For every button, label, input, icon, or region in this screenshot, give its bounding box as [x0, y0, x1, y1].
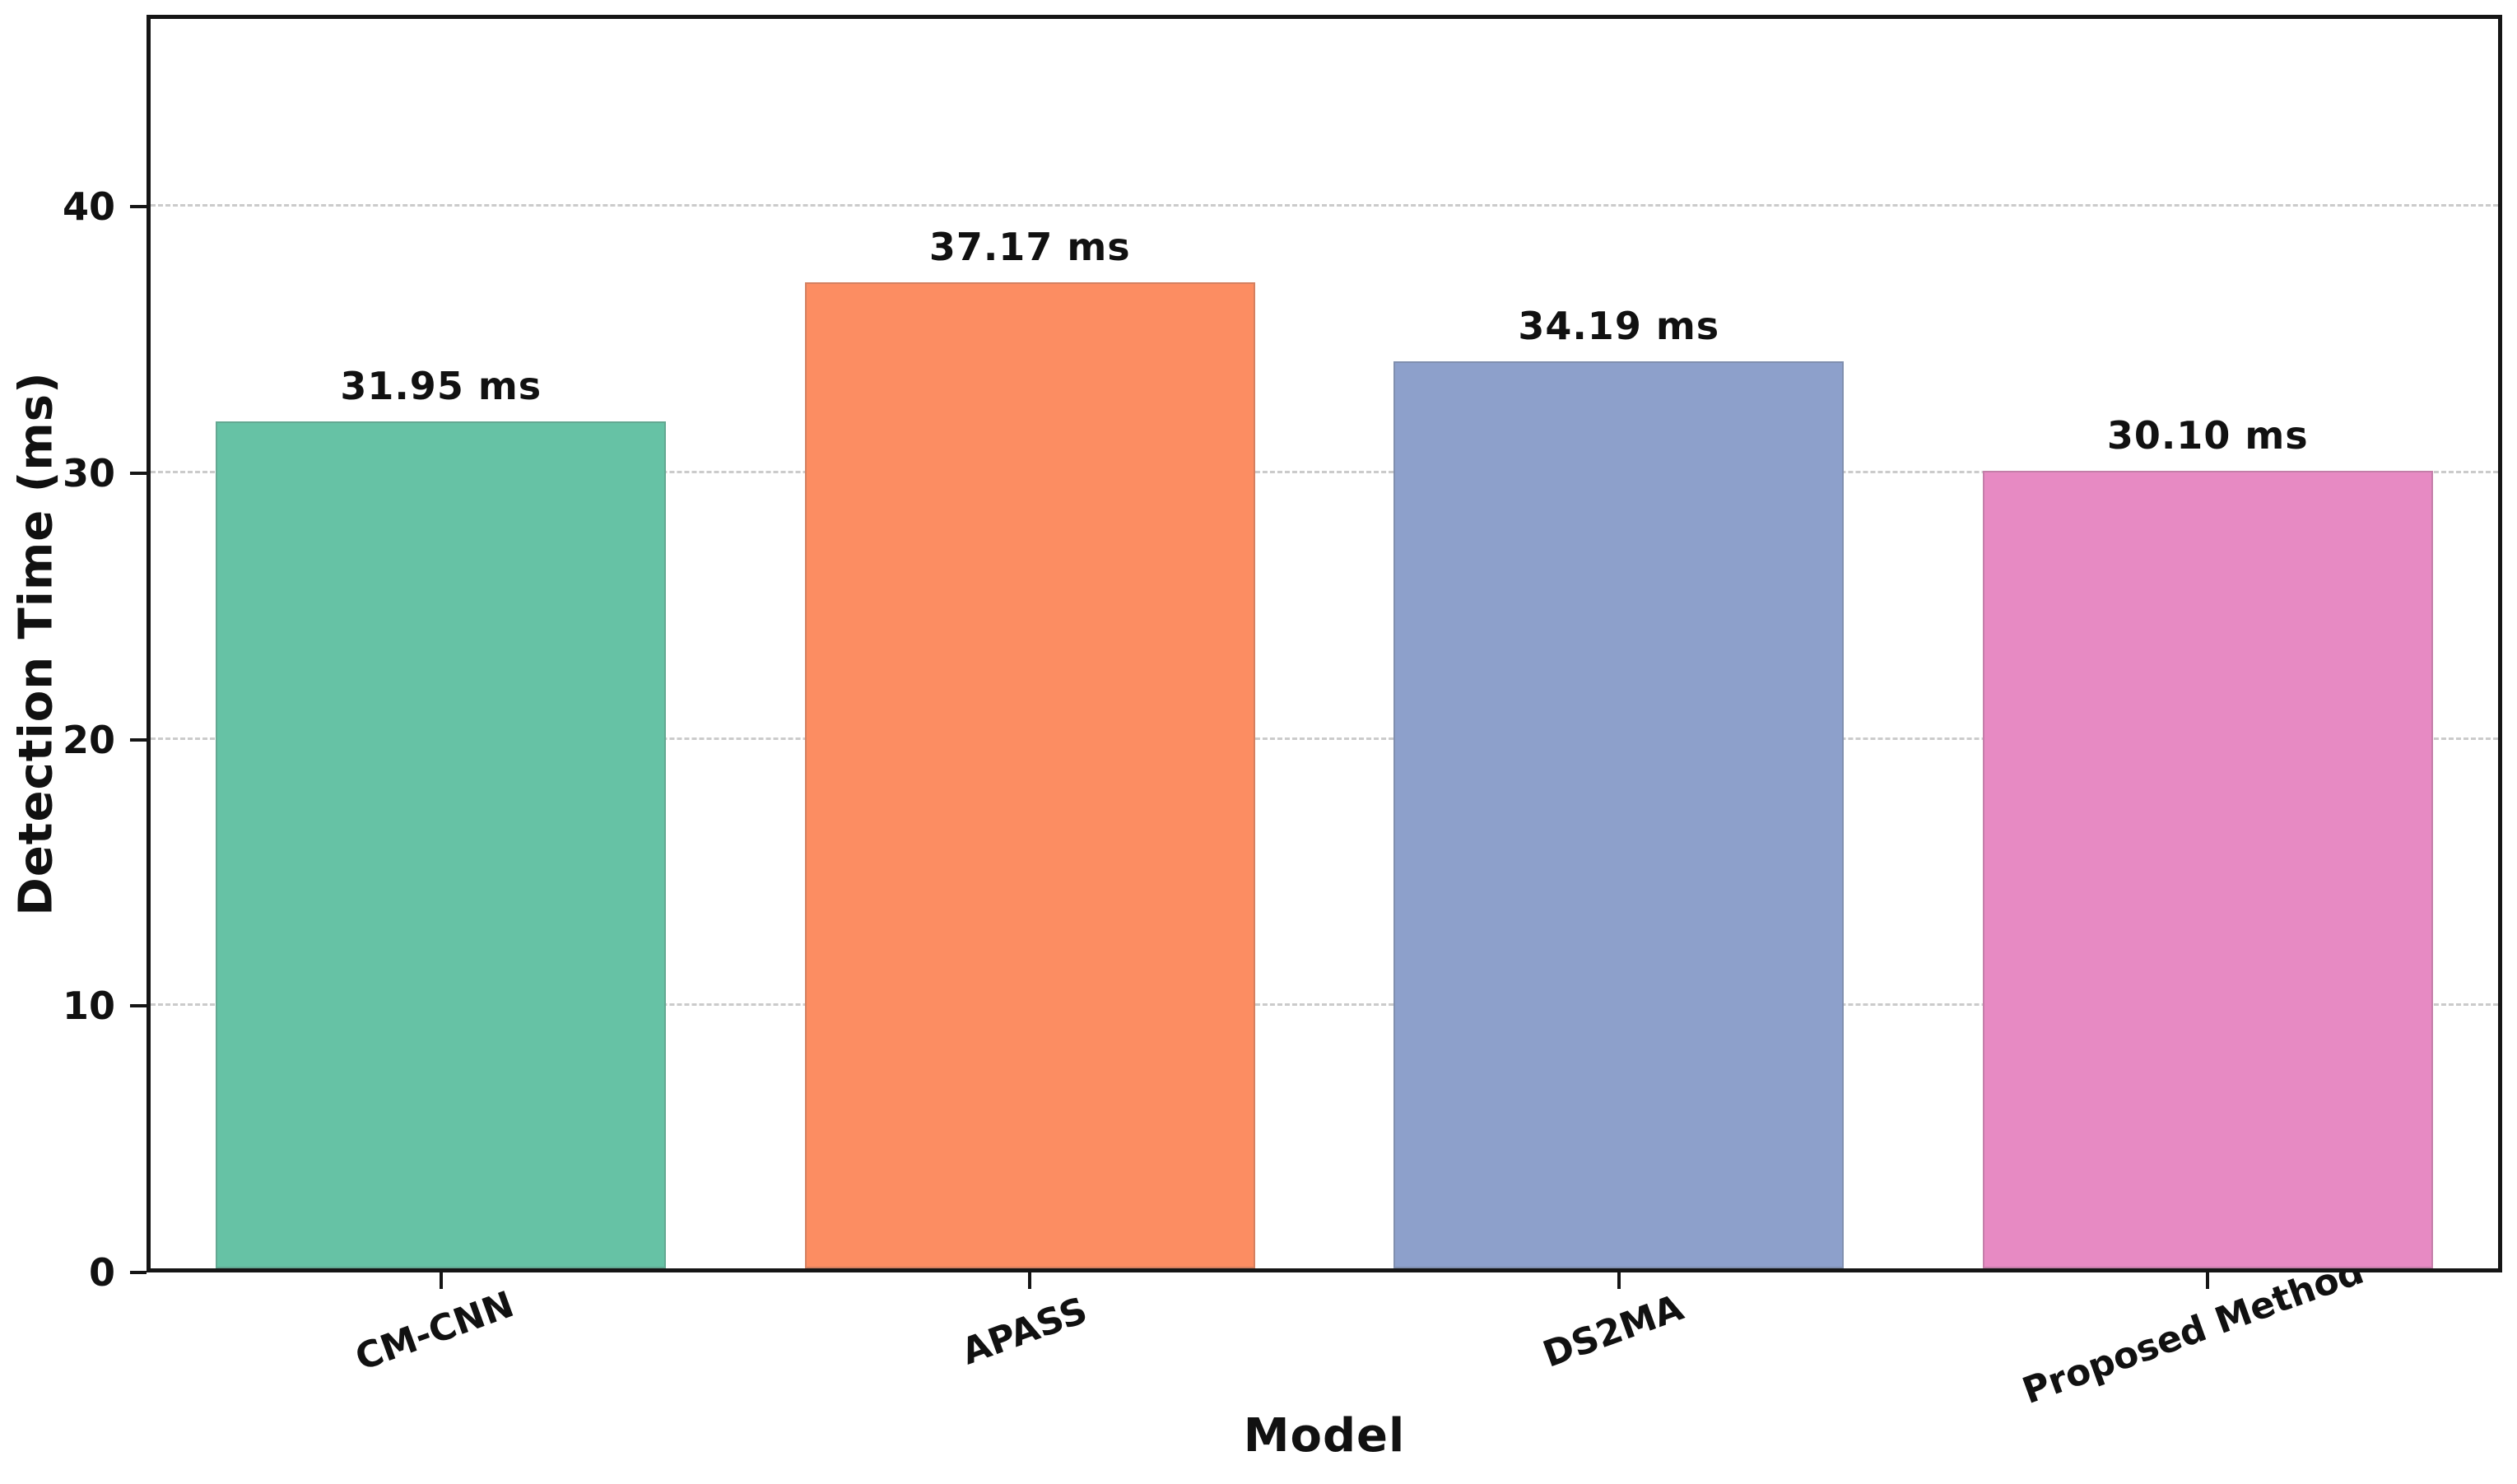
x-tick-mark-3 — [1617, 1272, 1621, 1289]
bar-apass: 37.17 ms — [804, 225, 1255, 1268]
bars-layer: 31.95 ms 37.17 ms 34.19 ms 30.10 ms — [147, 15, 2502, 1272]
x-tick-mark-2 — [1028, 1272, 1032, 1289]
bar-value-label: 37.17 ms — [928, 224, 1131, 269]
gridline-10 — [151, 1003, 2498, 1007]
x-axis-ticks: CM-CNN APASS DS2MA Proposed Method — [147, 1250, 2502, 1470]
y-tick-label-0: 0 — [88, 1250, 115, 1295]
grid-layer — [147, 15, 2502, 1272]
y-tick-label-10: 10 — [62, 984, 115, 1029]
x-tick-label-2: APASS — [956, 1289, 1093, 1374]
gridline-30 — [151, 470, 2498, 473]
y-axis-title-wrap: Detection Time (ms) — [0, 15, 99, 1272]
x-axis-title: Model — [1243, 1409, 1406, 1463]
bar-value-label: 30.10 ms — [2106, 412, 2309, 458]
x-tick-label-3: DS2MA — [1537, 1286, 1689, 1376]
gridline-20 — [151, 737, 2498, 740]
y-tick-label-20: 20 — [62, 717, 115, 762]
y-tick-label-30: 30 — [62, 450, 115, 495]
y-tick-mark-20 — [130, 737, 147, 742]
gridline-40 — [151, 204, 2498, 207]
bar-ds2ma: 34.19 ms — [1393, 304, 1845, 1268]
y-tick-mark-40 — [130, 205, 147, 209]
y-axis-title: Detection Time (ms) — [9, 371, 63, 916]
x-tick-mark-1 — [439, 1272, 443, 1289]
y-tick-mark-0 — [130, 1271, 147, 1274]
x-axis-spine — [147, 1268, 2502, 1272]
x-tick-label-4: Proposed Method — [2017, 1249, 2370, 1413]
x-tick-mark-4 — [2206, 1272, 2210, 1289]
bar-cm-cnn: 31.95 ms — [216, 364, 667, 1268]
bar-value-label: 31.95 ms — [340, 363, 542, 408]
bar-proposed-method: 30.10 ms — [1982, 413, 2433, 1268]
bar-value-label: 34.19 ms — [1518, 304, 1720, 349]
x-tick-label-1: CM-CNN — [349, 1283, 519, 1379]
y-axis-ticks: 0 10 20 30 40 — [0, 15, 147, 1295]
y-tick-mark-30 — [130, 471, 147, 475]
plot-area: 31.95 ms 37.17 ms 34.19 ms 30.10 ms — [147, 15, 2502, 1272]
y-tick-mark-10 — [130, 1004, 147, 1008]
y-tick-label-40: 40 — [62, 184, 115, 230]
